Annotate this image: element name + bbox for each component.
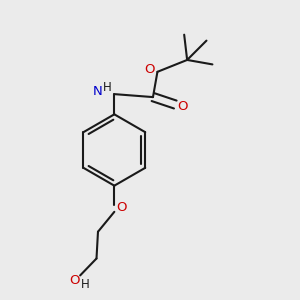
Text: O: O [144, 63, 154, 76]
Text: O: O [116, 202, 127, 214]
Text: H: H [81, 278, 90, 291]
Text: N: N [93, 85, 103, 98]
Text: O: O [177, 100, 188, 112]
Text: O: O [70, 274, 80, 287]
Text: H: H [103, 81, 111, 94]
